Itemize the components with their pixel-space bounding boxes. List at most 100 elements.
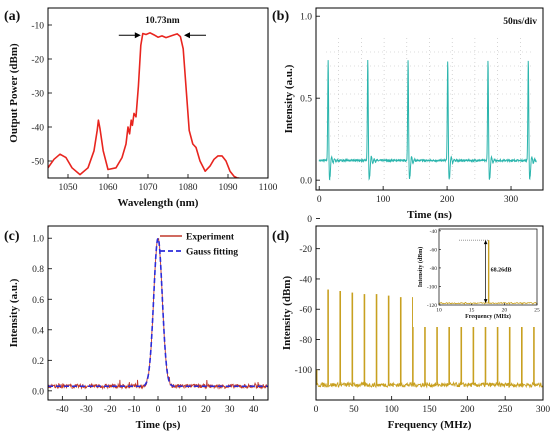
- plot-frame: [47, 7, 269, 179]
- fwhm-arrowhead-left: [134, 32, 141, 39]
- inset-x-tick-label: 25: [534, 308, 540, 314]
- y-tick-label: 1.0: [32, 235, 44, 245]
- x-axis-label: Wavelength (nm): [118, 197, 199, 209]
- legend-label-gauss: Gauss fitting: [186, 248, 238, 258]
- panel-label: (d): [272, 229, 289, 244]
- x-tick-label: -30: [80, 405, 93, 415]
- inset-snr-label: 68.26dB: [491, 268, 512, 274]
- x-tick-label: 0: [314, 405, 319, 415]
- y-tick-label: -50: [31, 158, 44, 168]
- inset-y-tick-label: -100: [427, 284, 437, 290]
- x-tick-label: 200: [440, 195, 455, 205]
- y-tick-label: 1.0: [300, 13, 312, 23]
- y-axis-label: Output Power (dBm): [8, 43, 20, 143]
- time-scale-annotation: 50ns/div: [503, 17, 537, 27]
- x-tick-label: -10: [128, 405, 141, 415]
- y-tick-label: -80: [299, 336, 312, 346]
- y-tick-label: -40: [31, 124, 44, 134]
- panel-label: (a): [4, 9, 21, 24]
- inset-x-tick-label: 10: [436, 308, 442, 314]
- inset-snr-arrowhead-top: [483, 240, 488, 245]
- plot-area: [48, 32, 240, 178]
- inset-noise-floor: [438, 301, 537, 305]
- x-tick-label: 250: [498, 405, 513, 415]
- y-axis-label: Intensity (a.u.): [283, 64, 295, 133]
- inset-y-tick-label: -60: [430, 247, 438, 253]
- inset-x-tick-label: 20: [502, 308, 508, 314]
- panel-c: -40 -30 -20 -10 0 10 20 30 40 0.0 0.2 0.4 0.6 0.8 1.0 T…: [4, 225, 269, 431]
- plot-frame: [315, 7, 544, 191]
- panel-a: 1050 1060 1070 1080 1090 1100 -50 -40 -30 -20 -10 W…: [4, 7, 278, 209]
- x-tick-label: -40: [56, 405, 69, 415]
- plot-frame: [315, 225, 544, 401]
- y-tick-label: 0.6: [32, 296, 44, 306]
- y-tick-label: -100: [295, 366, 313, 376]
- legend-label-experiment: Experiment: [186, 233, 235, 243]
- panel-label: (b): [272, 9, 289, 24]
- noise-floor-line: [315, 380, 544, 389]
- y-tick-label: 0.2: [32, 357, 44, 367]
- panel-b: 0 100 200 300 0.0 0.5 1.0 Time (ns) Intensity (a…: [272, 7, 544, 221]
- panel-d: 0 50 100 150 200 250 300 -100 -80 -60 -40 -20 0 Frequ…: [272, 215, 550, 431]
- x-axis-label: Time (ps): [136, 419, 181, 431]
- x-tick-label: 100: [376, 195, 391, 205]
- x-tick-label: 40: [249, 405, 259, 415]
- x-tick-label: 1070: [139, 183, 158, 193]
- x-tick-label: 0: [317, 195, 322, 205]
- experiment-line: [47, 238, 269, 390]
- spectrum-line: [48, 32, 240, 178]
- gauss-fit-line: [48, 236, 268, 388]
- x-tick-label: 200: [460, 405, 475, 415]
- inset-y-tick-label: -80: [430, 266, 438, 272]
- pulse-train-line: [318, 60, 537, 181]
- inset-y-tick-label: -120: [427, 303, 437, 309]
- x-tick-label: 0: [156, 405, 161, 415]
- inset-x-tick-label: 15: [469, 308, 475, 314]
- y-tick-label: -60: [299, 306, 312, 316]
- inset-frame: [438, 228, 538, 306]
- y-tick-label: -20: [31, 56, 44, 66]
- x-axis-label: Time (ns): [407, 209, 452, 221]
- y-tick-label: 0.4: [32, 326, 44, 336]
- x-tick-label: 1090: [219, 183, 238, 193]
- y-tick-label: -30: [31, 90, 44, 100]
- y-tick-label: 0.0: [300, 177, 312, 187]
- x-tick-label: 300: [504, 195, 519, 205]
- x-tick-label: 1060: [99, 183, 118, 193]
- fwhm-arrowhead-right: [184, 32, 190, 39]
- x-tick-label: 20: [201, 405, 211, 415]
- x-axis-label: Frequency (MHz): [388, 419, 472, 431]
- inset-y-tick-label: -40: [430, 229, 438, 235]
- x-tick-label: 1080: [179, 183, 198, 193]
- legend: Experiment Gauss fitting: [160, 233, 238, 258]
- scope-grid: [326, 38, 533, 180]
- fwhm-annotation: 10.73nm: [145, 16, 180, 26]
- x-tick-label: 1100: [259, 183, 278, 193]
- y-tick-label: 0: [307, 215, 312, 225]
- y-tick-label: 0.5: [300, 95, 312, 105]
- inset-snr-arrowhead-bottom: [483, 299, 488, 304]
- y-tick-label: -20: [299, 245, 312, 255]
- inset-x-axis-label: Frequency (MHz): [465, 313, 511, 320]
- x-tick-label: 50: [349, 405, 359, 415]
- x-tick-label: 1050: [59, 183, 78, 193]
- x-tick-label: 150: [422, 405, 437, 415]
- x-tick-label: 300: [536, 405, 550, 415]
- plot-frame: [47, 225, 269, 401]
- x-tick-label: 30: [225, 405, 235, 415]
- x-tick-label: 100: [385, 405, 400, 415]
- panel-label: (c): [4, 229, 20, 244]
- y-tick-label: -40: [299, 275, 312, 285]
- inset-y-axis-label: Intensity (dBm): [417, 247, 424, 288]
- y-tick-label: 0.0: [32, 387, 44, 397]
- x-tick-label: 10: [177, 405, 187, 415]
- inset: 10 15 20 25 -120 -100 -80 -60 -40 Frequency (MHz)…: [413, 225, 543, 327]
- y-axis-label: Intensity (a.u.): [8, 278, 20, 347]
- y-tick-label: 0.8: [32, 265, 44, 275]
- x-tick-label: -20: [104, 405, 117, 415]
- inset-background: [413, 225, 543, 327]
- y-tick-label: -10: [31, 22, 44, 32]
- y-axis-label: Intensity (dBm): [281, 276, 293, 351]
